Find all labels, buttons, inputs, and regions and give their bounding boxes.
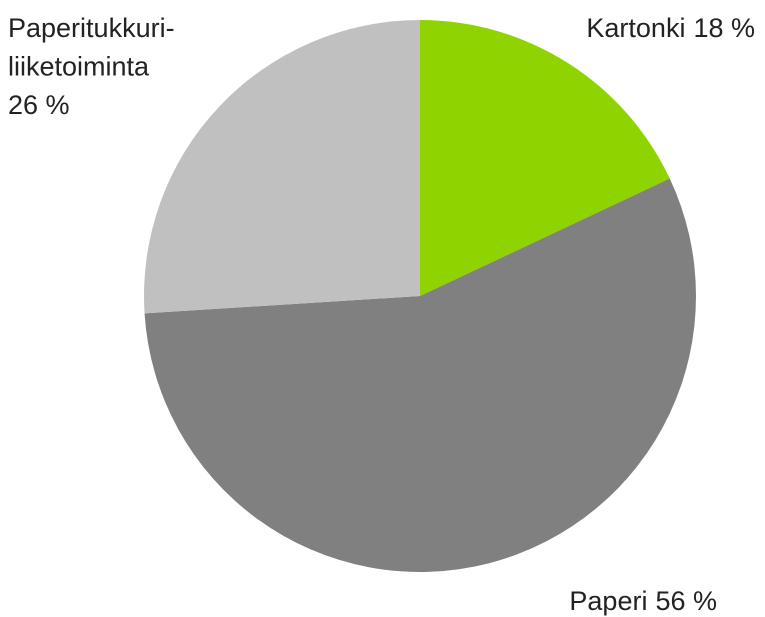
name-line: liiketoiminta <box>8 52 150 82</box>
name-line: Paperitukkuri- <box>8 13 175 43</box>
category-name: Paperitukkuri-liiketoiminta <box>8 13 175 82</box>
pie-slice <box>144 20 420 314</box>
value-label: 56 % <box>655 586 717 616</box>
value-label: 18 % <box>693 13 755 43</box>
slice-label: Paperi 56 % <box>569 586 717 616</box>
slice-label: Kartonki 18 % <box>586 13 755 43</box>
category-name: Paperi <box>569 586 647 616</box>
category-name: Kartonki <box>586 13 685 43</box>
pie-slice <box>420 20 670 296</box>
value-label: 26 % <box>8 90 70 120</box>
slice-label: Paperitukkuri-liiketoiminta 26 % <box>8 13 175 120</box>
pie-slice <box>144 178 696 573</box>
